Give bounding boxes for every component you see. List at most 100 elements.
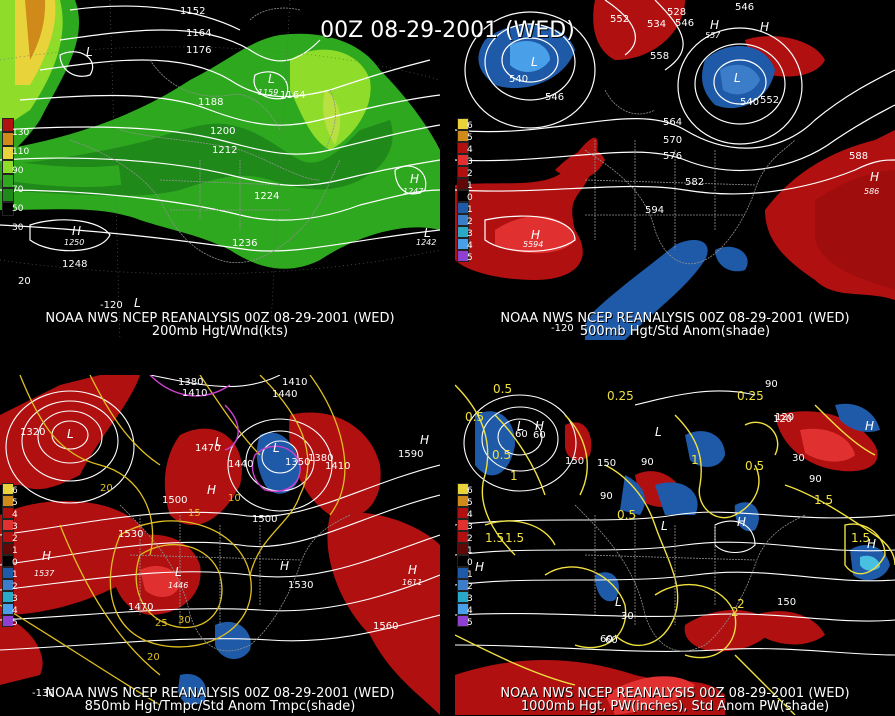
temp-label: 15 bbox=[188, 508, 201, 519]
panel-caption-source: NOAA NWS NCEP REANALYSIS 00Z 08-29-2001 … bbox=[500, 311, 850, 326]
axis-label: 60 bbox=[605, 635, 618, 646]
contour-label: 1159 bbox=[258, 88, 279, 97]
pw-label: 1.5 bbox=[505, 531, 525, 545]
contour-label: 558 bbox=[650, 51, 670, 62]
legend-label: 130 bbox=[12, 128, 30, 138]
legend-label: 5 bbox=[467, 133, 473, 143]
contour-label: 1242 bbox=[416, 238, 437, 247]
legend-1000mb-labels: 6 5 4 3 2 1 0 1 2 3 4 5 bbox=[467, 485, 473, 629]
low-center: L bbox=[734, 71, 741, 85]
legend-label: 2 bbox=[467, 582, 473, 592]
pw-label: 1 bbox=[691, 453, 699, 467]
panel-caption-field: 500mb Hgt/Std Anom(shade) bbox=[579, 324, 771, 339]
contour-label: 150 bbox=[565, 456, 585, 467]
temp-label: 25 bbox=[155, 618, 168, 629]
low-center: L bbox=[175, 565, 182, 579]
legend-label: 1 bbox=[467, 546, 473, 556]
low-center: L bbox=[517, 419, 524, 433]
high-center: H bbox=[531, 228, 541, 242]
legend-label: 30 bbox=[12, 223, 24, 233]
contour-label: 90 bbox=[641, 457, 654, 468]
contour-label: 1247 bbox=[403, 187, 424, 196]
contour-label: 540 bbox=[509, 74, 529, 85]
panel-1000mb: 6 5 4 3 2 1 0 1 2 3 4 5 0.5 0.25 0.5 0.5… bbox=[455, 375, 895, 715]
contour-label: 564 bbox=[663, 117, 683, 128]
legend-label: 2 bbox=[12, 582, 18, 592]
high-center: H bbox=[410, 172, 420, 186]
contour-label: 1236 bbox=[232, 238, 258, 249]
pw-label: 0.5 bbox=[745, 459, 765, 473]
panel-850mb: 6 5 4 3 2 1 0 1 2 3 4 5 1380 1410 1440 1… bbox=[0, 375, 440, 715]
low-center: L bbox=[215, 435, 222, 449]
contour-label: 1212 bbox=[212, 145, 238, 156]
legend-label: 2 bbox=[467, 534, 473, 544]
contour-label: 1590 bbox=[398, 449, 424, 460]
pw-label: 1.5 bbox=[851, 531, 871, 545]
contour-label: 552 bbox=[610, 14, 630, 25]
contour-label: 546 bbox=[675, 18, 695, 29]
high-center: H bbox=[42, 549, 52, 563]
legend-label: 1 bbox=[12, 570, 18, 580]
page-title: 00Z 08-29-2001 (WED) bbox=[320, 18, 575, 43]
contour-label: 30 bbox=[792, 453, 805, 464]
pw-label: 1 bbox=[510, 469, 518, 483]
legend-label: 4 bbox=[467, 145, 473, 155]
legend-label: 0 bbox=[467, 193, 473, 203]
low-center: L bbox=[531, 55, 538, 69]
low-center: L bbox=[86, 45, 93, 59]
legend-500mb bbox=[457, 118, 469, 262]
contour-label: 1176 bbox=[186, 45, 212, 56]
high-center: H bbox=[420, 433, 430, 447]
legend-label: 4 bbox=[12, 510, 18, 520]
legend-label: 1 bbox=[12, 546, 18, 556]
low-center: L bbox=[615, 595, 622, 609]
contour-label: 1410 bbox=[282, 377, 308, 388]
contour-label: 1537 bbox=[34, 569, 55, 578]
contour-label: 546 bbox=[545, 92, 565, 103]
legend-label: 4 bbox=[12, 606, 18, 616]
legend-label: 70 bbox=[12, 185, 24, 195]
map-500mb bbox=[455, 0, 895, 340]
map-200mb bbox=[0, 0, 440, 340]
legend-label: 1 bbox=[467, 181, 473, 191]
high-center: H bbox=[737, 515, 747, 529]
legend-200mb-labels: 130 110 90 70 50 30 bbox=[12, 124, 29, 238]
contour-label: 1380 bbox=[178, 377, 204, 388]
panel-caption-source: NOAA NWS NCEP REANALYSIS 00Z 08-29-2001 … bbox=[500, 686, 850, 701]
contour-label: 1152 bbox=[180, 6, 206, 17]
contour-label: 60 bbox=[600, 634, 613, 645]
axis-label: -120 bbox=[551, 323, 574, 334]
pw-label: 0.5 bbox=[617, 508, 637, 522]
legend-label: 2 bbox=[12, 534, 18, 544]
legend-label: 0 bbox=[467, 558, 473, 568]
contour-label: 1470 bbox=[195, 443, 221, 454]
high-center: H bbox=[280, 559, 290, 573]
high-center: H bbox=[535, 419, 545, 433]
high-center: H bbox=[865, 419, 875, 433]
contour-label: 528 bbox=[667, 7, 687, 18]
high-center: H bbox=[207, 483, 217, 497]
pw-label: 1.5 bbox=[485, 531, 505, 545]
pw-label: 2 bbox=[737, 597, 745, 611]
contour-label: 60 bbox=[533, 430, 546, 441]
legend-label: 1 bbox=[467, 570, 473, 580]
axis-label: -120 bbox=[100, 300, 123, 311]
legend-850mb bbox=[2, 483, 14, 627]
contour-label: 1380 bbox=[308, 453, 334, 464]
contour-label: 588 bbox=[849, 151, 869, 162]
contour-label: 1248 bbox=[62, 259, 88, 270]
pw-label: 0.25 bbox=[737, 389, 764, 403]
contour-label: 534 bbox=[647, 19, 667, 30]
contour-label: 1500 bbox=[162, 495, 188, 506]
legend-200mb bbox=[2, 118, 14, 216]
contour-label: 1470 bbox=[128, 602, 154, 613]
contour-label: 594 bbox=[645, 205, 665, 216]
legend-label: 5 bbox=[467, 618, 473, 628]
pw-label: 0.25 bbox=[607, 389, 634, 403]
contour-label: 1320 bbox=[20, 427, 46, 438]
legend-label: 6 bbox=[12, 486, 18, 496]
legend-label: 6 bbox=[467, 486, 473, 496]
legend-label: 4 bbox=[467, 606, 473, 616]
legend-label: 3 bbox=[467, 594, 473, 604]
legend-label: 5 bbox=[12, 618, 18, 628]
